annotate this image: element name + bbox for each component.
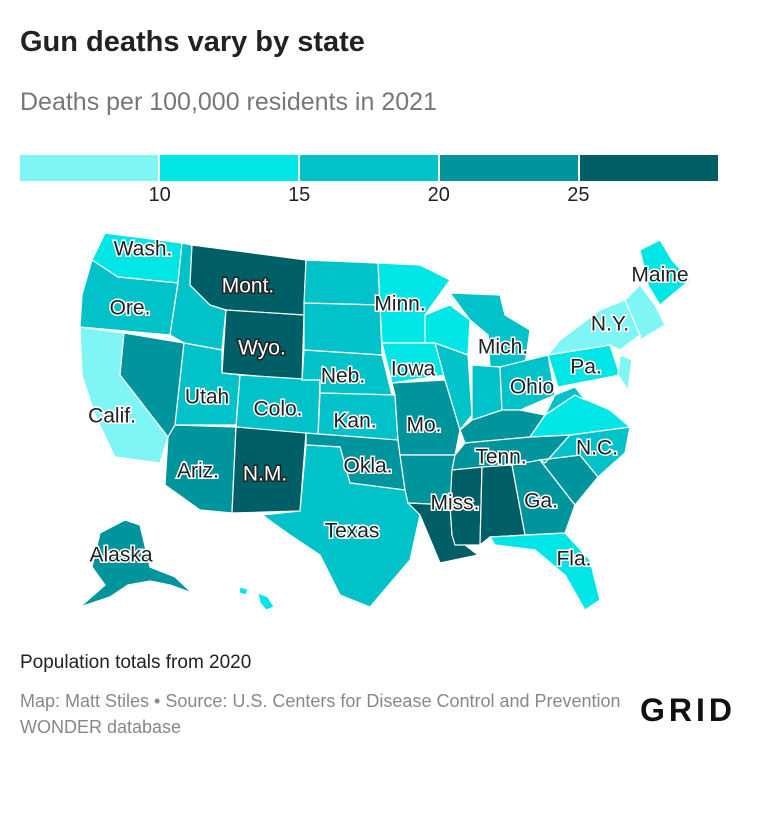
legend-swatch [160, 155, 298, 181]
chart-title: Gun deaths vary by state [20, 26, 365, 58]
state-label: Calif. [88, 405, 136, 428]
state-shapes [79, 232, 691, 611]
state-wv [543, 386, 586, 417]
state-ohio [499, 354, 556, 411]
state-fla [488, 532, 601, 611]
state-label: Mo. [406, 414, 441, 437]
legend-tick-label: 15 [288, 184, 311, 206]
state-label: Mont. [222, 275, 275, 298]
source-credit: Map: Matt Stiles • Source: U.S. Centers … [20, 691, 621, 737]
state-label: Ga. [524, 490, 558, 513]
state-label: Kan. [333, 410, 376, 433]
state-label: Minn. [374, 293, 425, 316]
state-label: Texas [325, 520, 380, 543]
state-label: Maine [631, 264, 688, 287]
state-label: Mich. [478, 336, 528, 359]
state-label: Pa. [570, 356, 602, 379]
state-maine [639, 239, 691, 306]
legend-tick-label: 20 [427, 184, 450, 206]
grid-logo: GRID [640, 692, 736, 728]
state-label: Iowa [391, 358, 436, 381]
state-nd [303, 259, 381, 306]
state-texas [260, 444, 421, 608]
legend-swatch [300, 155, 438, 181]
state-label: Wyo. [238, 337, 286, 360]
footnote: Population totals from 2020 [20, 652, 252, 673]
state-ill [434, 342, 473, 432]
state-hawaii-islet [238, 586, 249, 596]
state-label: Wash. [114, 238, 173, 261]
state-sd [303, 302, 383, 356]
state-label: Neb. [321, 365, 365, 388]
state-label: Miss. [431, 492, 480, 515]
state-ga [511, 459, 576, 536]
state-label: N.Y. [591, 313, 629, 336]
state-label: N.C. [576, 437, 618, 460]
state-label: Alaska [89, 544, 152, 567]
state-label: Utah [185, 386, 229, 409]
legend-swatch [580, 155, 718, 181]
legend-swatch [440, 155, 578, 181]
state-label: Tenn. [475, 446, 526, 469]
state-nj [617, 354, 633, 392]
state-label: Ore. [110, 297, 151, 320]
state-label: N.M. [243, 463, 287, 486]
state-label: Fla. [556, 548, 591, 571]
state-label: Ohio [510, 376, 554, 399]
state-alaska [79, 519, 193, 608]
state-label: Ariz. [177, 460, 219, 483]
legend-tick-label: 10 [148, 184, 171, 206]
legend-tick-label: 25 [567, 184, 590, 206]
state-label: Colo. [253, 398, 302, 421]
color-legend [20, 155, 718, 181]
us-map: Wash. Mont. Maine Ore. Minn. N.Y. Wyo. Mich. Neb… [79, 232, 691, 611]
state-ny [546, 299, 641, 356]
state-label: Okla. [343, 455, 392, 478]
legend-swatch [20, 155, 158, 181]
state-hawaii [257, 592, 275, 611]
state-new-england [624, 284, 666, 342]
state-labels: Wash. Mont. Maine Ore. Minn. N.Y. Wyo. Mich. Neb… [87, 236, 691, 572]
chart-subtitle: Deaths per 100,000 residents in 2021 [20, 88, 437, 116]
